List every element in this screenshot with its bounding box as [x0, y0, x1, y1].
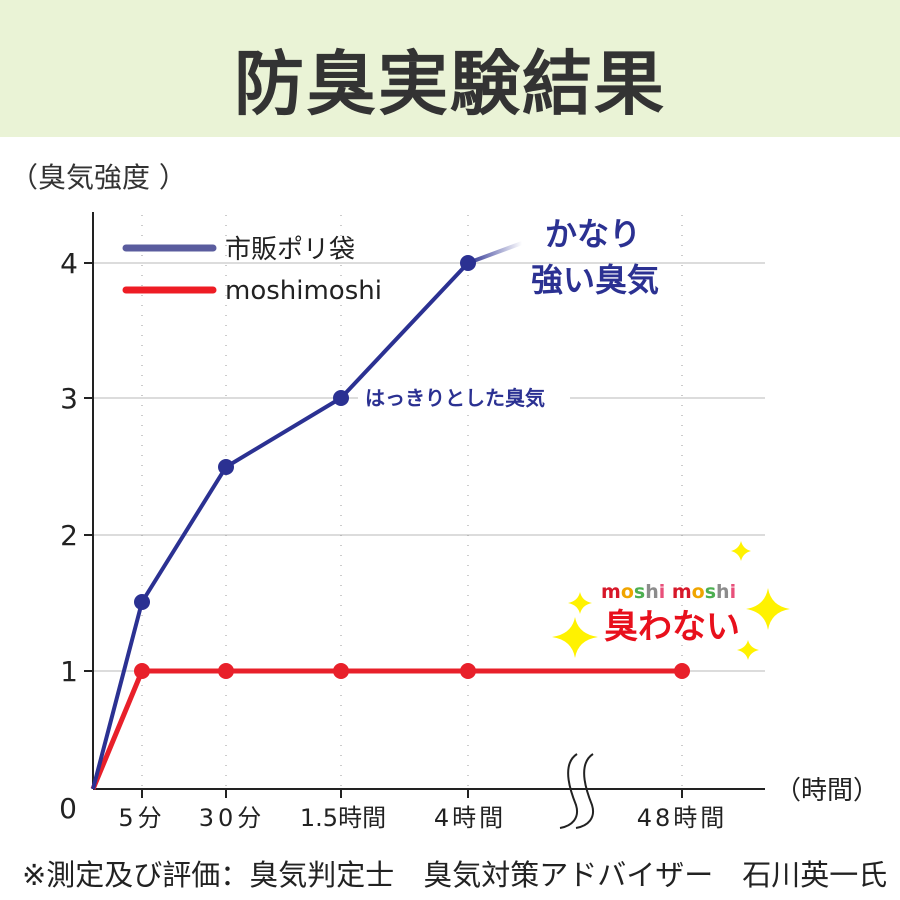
y-tick-0: 0	[59, 792, 77, 825]
x-tick-48h: 48時間	[637, 804, 728, 832]
series-moshimoshi	[90, 663, 690, 790]
sparkle-icon	[552, 617, 598, 658]
annotations-blue: かなり 強い臭気 はっきりとした臭気	[358, 215, 670, 412]
y-tick-2: 2	[60, 519, 78, 552]
svg-text:moshi moshi: moshi moshi	[601, 581, 736, 603]
axis-break-icon	[559, 753, 594, 829]
sparkle-icon	[731, 541, 751, 561]
x-tick-labels: 5分 30分 1.5時間 4時間 48時間	[118, 804, 728, 832]
x-tick-5min: 5分	[118, 804, 165, 832]
vertical-gridlines	[141, 215, 683, 788]
legend: 市販ポリ袋 moshimoshi	[122, 235, 382, 306]
series-commercial-bag	[91, 241, 523, 790]
page-title: 防臭実験結果	[234, 43, 666, 125]
x-tick-4h: 4時間	[434, 804, 506, 832]
annotation-clear-smell: はっきりとした臭気	[365, 386, 545, 410]
x-tick-1-5h: 1.5時間	[300, 804, 386, 832]
annotation-no-smell: 臭わない	[604, 607, 740, 647]
sparkle-icon	[746, 588, 790, 630]
legend-label-moshimoshi: moshimoshi	[225, 276, 382, 306]
y-axis-label: （臭気強度 ）	[10, 161, 187, 194]
footer-note: ※測定及び評価：臭気判定士 臭気対策アドバイザー 石川英一氏	[22, 858, 888, 892]
y-tick-labels: 4 3 2 1 0	[59, 247, 78, 825]
legend-label-commercial-bag: 市販ポリ袋	[225, 235, 355, 265]
y-tick-4: 4	[60, 247, 78, 280]
y-tick-3: 3	[60, 382, 78, 415]
x-axis-unit: （時間）	[775, 776, 879, 806]
sparkle-icon	[737, 640, 759, 660]
brand-logo: moshi moshi	[601, 581, 736, 603]
sparkle-icons	[552, 541, 790, 660]
annotation-fairly: かなり	[545, 215, 641, 253]
sparkle-icon	[568, 592, 592, 614]
title-banner: 防臭実験結果	[0, 0, 900, 137]
y-tick-1: 1	[60, 655, 78, 688]
annotation-strong-smell: 強い臭気	[531, 261, 659, 299]
axes	[84, 212, 765, 798]
x-tick-30min: 30分	[199, 804, 266, 832]
